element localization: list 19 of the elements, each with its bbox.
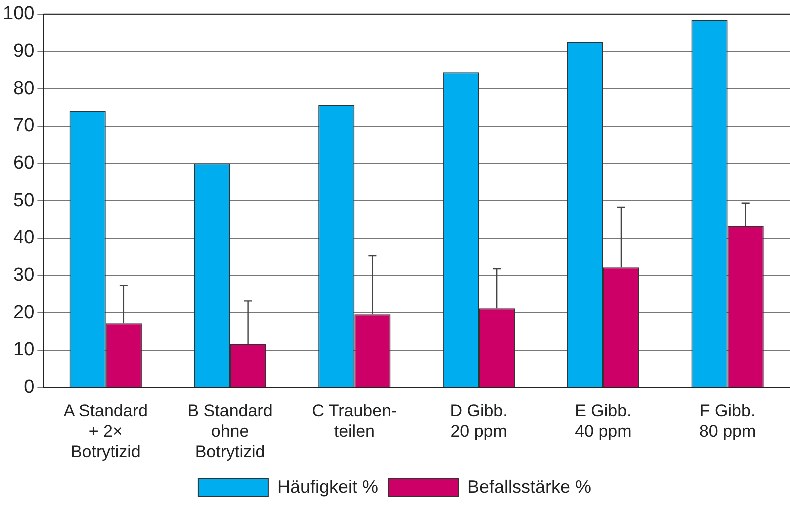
x-tick-label: F Gibb. 80 ppm <box>699 402 756 442</box>
x-tick-label: C Trauben- teilen <box>312 402 398 442</box>
y-tick-label: 100 <box>3 4 35 25</box>
y-tick-label: 50 <box>14 190 35 212</box>
x-tick-label: E Gibb. 40 ppm <box>575 402 632 442</box>
y-tick-label: 80 <box>14 78 35 100</box>
legend-label: Häufigkeit % <box>277 476 379 497</box>
y-tick-label: 20 <box>14 302 35 324</box>
legend-label: Befallsstärke % <box>468 476 592 497</box>
x-tick-label: B Standard ohne Botrytizid <box>188 402 273 462</box>
x-tick-label: D Gibb. 20 ppm <box>450 402 508 442</box>
y-tick-label: 10 <box>14 340 35 361</box>
y-tick-label: 0 <box>24 377 35 398</box>
y-tick-label: 30 <box>14 265 35 286</box>
y-tick-label: 70 <box>14 116 35 137</box>
y-tick-label: 60 <box>14 152 35 174</box>
x-tick-label: A Standard + 2× Botrytizid <box>64 402 148 462</box>
y-tick-label: 40 <box>14 228 35 249</box>
y-tick-label: 90 <box>14 40 35 62</box>
